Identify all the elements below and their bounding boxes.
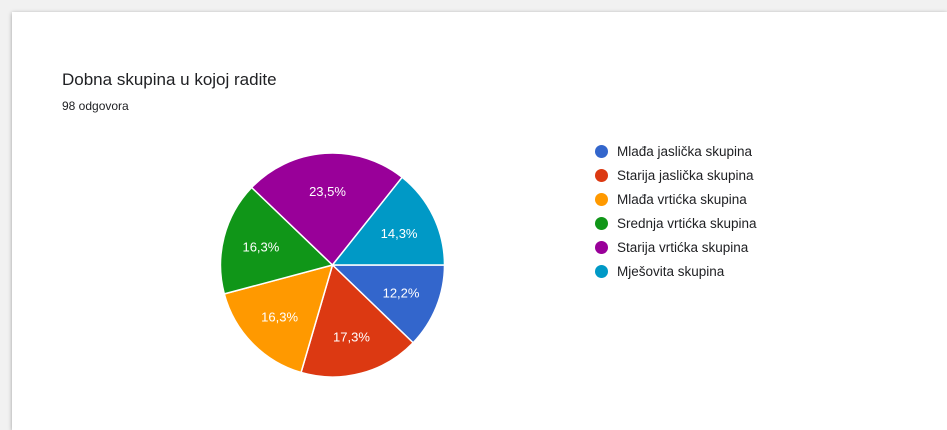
chart-title: Dobna skupina u kojoj radite — [62, 70, 277, 89]
legend-swatch — [595, 192, 608, 206]
legend-label: Mlađa vrtićka skupina — [617, 191, 747, 207]
slice-label: 16,3% — [242, 240, 279, 255]
legend-label: Starija vrtićka skupina — [617, 239, 749, 255]
pie-slice[interactable] — [250, 152, 404, 267]
legend-label: Mješovita skupina — [617, 263, 725, 279]
slice-label: 16,3% — [261, 310, 298, 325]
chart-legend: Mlađa jaslička skupina Starija jaslička s… — [595, 139, 757, 283]
pie-slice[interactable] — [223, 263, 334, 374]
slice-label: 12,2% — [383, 286, 420, 301]
response-count: 98 odgovora — [62, 99, 129, 113]
chart-card: Dobna skupina u kojoj radite 98 odgovora — [12, 12, 947, 430]
legend-swatch — [595, 144, 608, 158]
legend-item[interactable]: Mlađa vrtićka skupina — [595, 187, 757, 211]
pie-slice[interactable] — [300, 263, 415, 378]
legend-item[interactable]: Mješovita skupina — [595, 259, 757, 283]
pie-chart: 12,2% 17,3% 16,3% 16,3% 23,5% 14,3% — [219, 152, 446, 378]
slice-label: 23,5% — [309, 184, 346, 199]
legend-label: Starija jaslička skupina — [617, 167, 754, 183]
legend-swatch — [595, 264, 608, 278]
pie-slice[interactable] — [219, 186, 334, 295]
slice-label: 14,3% — [381, 226, 418, 241]
legend-item[interactable]: Mlađa jaslička skupina — [595, 139, 757, 163]
legend-swatch — [595, 240, 608, 254]
legend-item[interactable]: Srednja vrtićka skupina — [595, 211, 757, 235]
legend-item[interactable]: Starija jaslička skupina — [595, 163, 757, 187]
legend-swatch — [595, 216, 608, 230]
legend-label: Srednja vrtićka skupina — [617, 215, 757, 231]
pie-slice[interactable] — [330, 176, 446, 266]
legend-swatch — [595, 168, 608, 182]
legend-item[interactable]: Starija vrtićka skupina — [595, 235, 757, 259]
pie-slice[interactable] — [330, 264, 446, 344]
slice-label: 17,3% — [333, 329, 370, 344]
legend-label: Mlađa jaslička skupina — [617, 143, 753, 159]
